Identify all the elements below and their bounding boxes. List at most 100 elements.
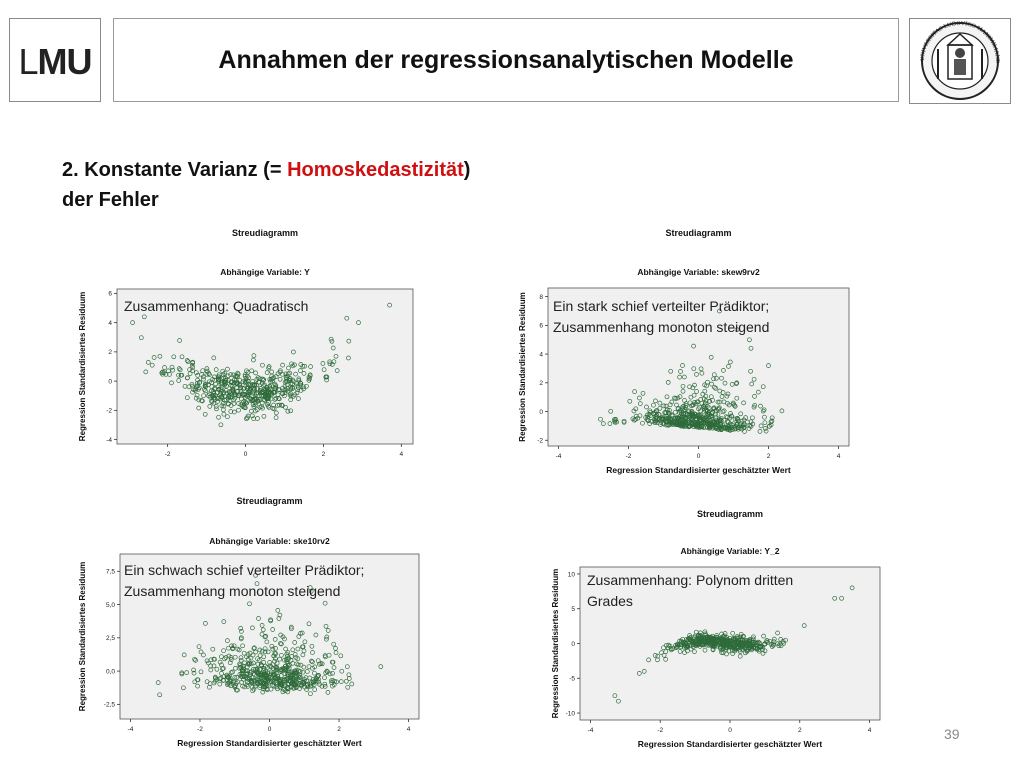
data-point [285,689,291,695]
data-point [291,349,296,355]
data-point [655,657,660,663]
data-point [684,644,690,649]
data-point [227,398,233,403]
data-point [668,368,674,374]
data-point [244,368,249,374]
data-point [334,368,340,373]
data-point [747,637,753,643]
data-point [653,398,658,404]
data-point [334,679,339,685]
data-point [277,402,282,408]
data-point [282,387,288,392]
data-point [211,355,217,361]
chart-subtitle: Abhängige Variable: Y_2 [680,546,779,556]
data-point [199,398,204,403]
data-point [727,643,733,648]
data-point [719,394,725,399]
data-point [762,641,767,647]
data-point [307,675,313,681]
data-point [744,643,750,648]
data-point [190,360,195,366]
x-tick-label: 2 [798,727,802,734]
x-tick-label: -2 [197,726,203,733]
data-point [241,399,247,405]
data-point [268,379,273,384]
data-points [130,302,392,428]
data-point [332,678,338,684]
data-point [298,368,303,373]
data-point [149,362,155,368]
chart-title: Streudiagramm [236,496,302,506]
data-point [706,637,712,643]
data-point [238,664,243,670]
data-point [294,390,300,396]
data-point [708,355,714,360]
data-point [317,681,322,687]
data-point [207,681,213,686]
data-point [145,360,151,365]
data-point [227,677,233,683]
data-point [712,384,717,390]
data-point [310,659,315,665]
data-point [715,399,721,405]
heading-highlight: Homoskedastizität [287,159,464,181]
data-point [279,402,285,408]
annotation-line: Zusammenhang: Quadratisch [124,298,309,314]
data-point [189,381,195,387]
data-point [166,368,171,374]
data-point [228,372,233,377]
data-point [675,644,680,650]
page-number: 39 [944,726,960,742]
data-point [301,680,306,685]
data-point [709,381,714,387]
scatter-plot-svg: Streudiagramm Abhängige Variable: skew9rv… [518,228,850,475]
data-point [694,372,699,377]
data-point [301,648,307,654]
data-point [671,421,677,427]
data-point [210,646,216,652]
data-point [313,675,319,681]
data-point [664,407,670,412]
data-point [301,664,307,670]
x-axis-label: Regression Standardisierter geschätzter … [177,738,362,748]
data-point [192,656,197,662]
data-point [757,644,763,649]
x-tick-label: 0 [697,453,701,460]
data-point [130,320,135,325]
data-point [254,677,260,683]
data-point [298,388,304,393]
data-point [742,422,748,428]
data-point [257,653,263,658]
data-point [298,362,304,367]
data-point [664,419,670,424]
data-point [780,638,786,644]
data-point [201,652,206,658]
data-point [769,644,775,649]
annotation-line: Ein schwach schief verteilter Prädiktor; [124,562,365,578]
data-point [687,424,692,429]
data-point [717,641,722,646]
y-tick-label: 4 [108,320,112,327]
data-point [322,653,328,658]
annotation-quadratic: Zusammenhang: Quadratisch [124,296,308,317]
data-point [143,369,149,375]
data-point [250,688,256,694]
data-point [262,646,268,652]
x-tick-label: 2 [322,451,326,458]
data-point [324,377,329,383]
data-point [267,385,272,391]
data-point [701,417,706,422]
data-point [289,626,294,632]
y-tick-label: 2 [539,380,543,387]
data-point [766,363,771,368]
y-axis-label: Regression Standardisiertes Residuum [78,292,87,441]
data-point [666,642,672,648]
data-point [258,679,264,685]
data-point [762,414,767,420]
data-point [708,635,713,640]
data-point [743,415,748,420]
data-point [677,638,682,644]
data-point [157,692,163,698]
data-point [189,362,195,368]
data-point [293,682,299,688]
